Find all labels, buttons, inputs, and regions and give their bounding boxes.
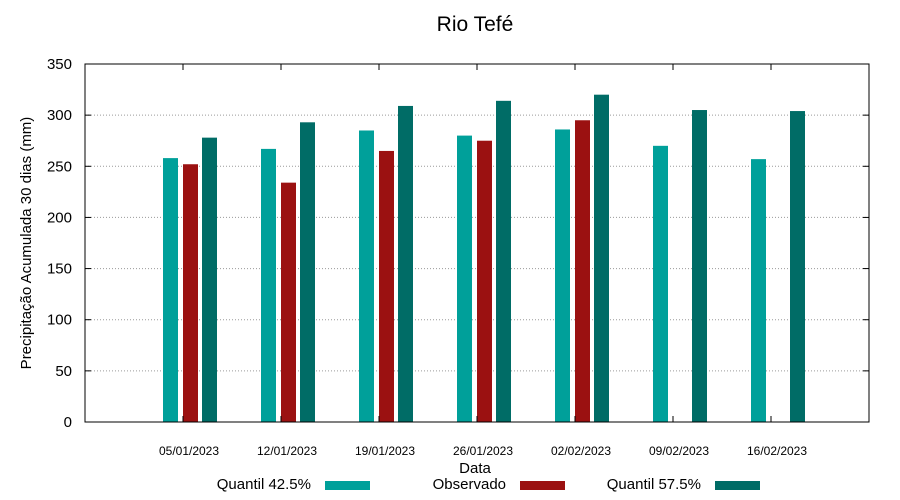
y-tick-label: 200 [47,209,72,226]
x-tick-label: 19/01/2023 [355,444,415,458]
bar-quantil-57-5 [202,137,217,422]
y-tick-label: 50 [55,363,72,380]
legend-swatch [520,481,565,490]
legend-swatch [715,481,760,490]
bar-quantil-42-5 [261,148,276,422]
x-tick-label: 12/01/2023 [257,444,317,458]
y-tick-label: 300 [47,107,72,124]
bar-quantil-57-5 [594,94,609,422]
y-tick-label: 150 [47,261,72,278]
x-tick-label: 02/02/2023 [551,444,611,458]
bar-quantil-42-5 [457,135,472,422]
x-axis-ticks: 05/01/2023 12/01/2023 19/01/2023 26/01/2023… [159,64,807,458]
x-tick-label: 26/01/2023 [453,444,513,458]
bars [163,94,805,423]
bar-observado [183,164,198,423]
bar-quantil-57-5 [692,110,707,423]
bar-quantil-42-5 [359,130,374,422]
x-axis-label: Data [459,460,491,477]
y-axis-label: Precipitação Acumulada 30 dias (mm) [18,117,35,370]
y-tick-label: 350 [47,56,72,73]
x-tick-label: 05/01/2023 [159,444,219,458]
bar-quantil-57-5 [496,100,511,422]
y-axis-ticks: 0 50 100 150 200 250 300 350 [47,56,869,431]
legend: Quantil 42.5% Observado Quantil 57.5% [217,476,760,493]
bar-quantil-57-5 [300,122,315,422]
bar-observado [281,182,296,422]
bar-quantil-42-5 [555,129,570,422]
bar-observado [477,140,492,422]
bar-observado [575,120,590,422]
x-tick-label: 16/02/2023 [747,444,807,458]
legend-label: Quantil 57.5% [607,476,701,493]
legend-label: Quantil 42.5% [217,476,311,493]
y-tick-label: 100 [47,312,72,329]
y-tick-label: 0 [64,414,72,431]
x-tick-label: 09/02/2023 [649,444,709,458]
bar-quantil-57-5 [790,111,805,423]
chart-title: Rio Tefé [437,13,514,36]
bar-quantil-42-5 [653,145,668,423]
legend-label: Observado [433,476,506,493]
bar-quantil-42-5 [163,158,178,423]
bar-quantil-57-5 [398,105,413,423]
legend-swatch [325,481,370,490]
y-tick-label: 250 [47,158,72,175]
bar-quantil-42-5 [751,159,766,422]
bar-observado [379,150,394,422]
